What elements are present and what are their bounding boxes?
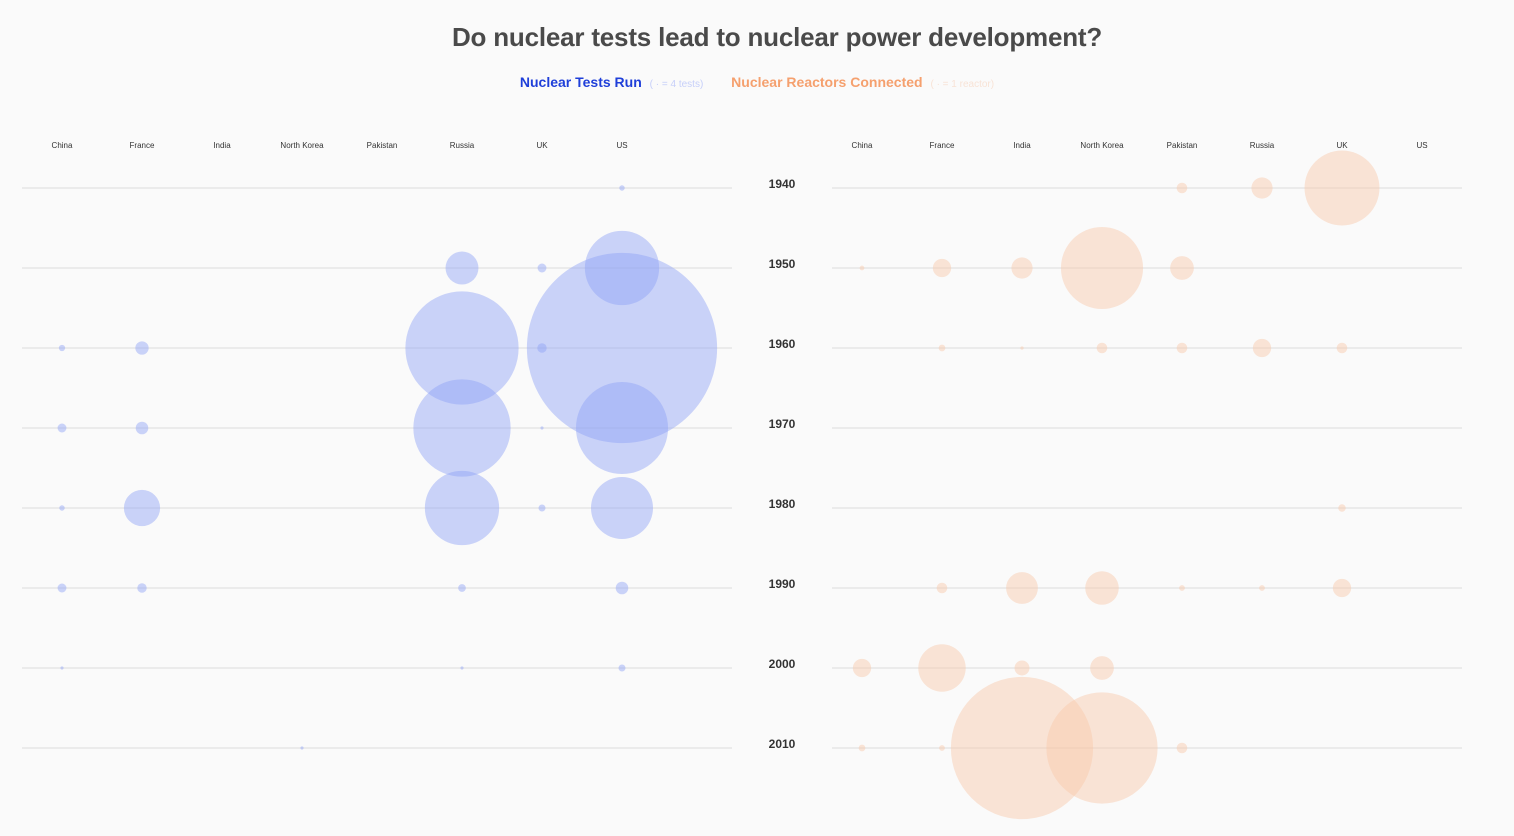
tests-bubble[interactable] [300,746,304,750]
year-label: 2010 [769,737,796,751]
tests-bubble[interactable] [135,341,149,355]
reactors-bubble[interactable] [858,744,866,752]
legend-tests-note: ( · = 4 tests) [649,79,704,90]
tests-bubble[interactable] [537,343,547,353]
tests-bubble[interactable] [57,583,67,593]
tests-column-label: US [616,141,627,150]
tests-bubble[interactable] [540,426,544,430]
tests-bubble[interactable] [460,666,464,670]
tests-bubble[interactable] [537,263,547,273]
reactors-bubble[interactable] [1338,504,1346,512]
year-label: 1960 [769,337,796,351]
chart-title: Do nuclear tests lead to nuclear power d… [451,22,1103,52]
reactors-panel: China France India North Korea Pakistan Russi… [832,141,1462,820]
year-label: 1970 [769,417,796,431]
tests-bubble[interactable] [458,584,466,592]
reactors-bubble[interactable] [936,582,948,594]
tests-bubble[interactable] [123,489,161,527]
reactors-bubble[interactable] [950,676,1094,820]
tests-bubble[interactable] [135,421,149,435]
reactors-bubble[interactable] [1176,742,1188,754]
tests-bubble[interactable] [575,381,669,475]
reactors-bubble[interactable] [1011,257,1033,279]
reactors-bubble[interactable] [918,644,966,692]
reactors-bubble[interactable] [1179,585,1185,591]
reactors-bubble[interactable] [1020,346,1024,350]
tests-bubble[interactable] [137,583,147,593]
reactors-bubble[interactable] [932,258,952,278]
reactors-column-label: North Korea [1080,141,1124,150]
year-label: 1980 [769,497,796,511]
reactors-bubble[interactable] [1060,226,1144,310]
reactors-bubble[interactable] [859,265,865,271]
reactors-bubble[interactable] [1006,572,1038,604]
tests-bubble[interactable] [424,470,500,546]
reactors-column-label: US [1416,141,1427,150]
tests-bubble[interactable] [57,423,67,433]
reactors-bubble[interactable] [1176,182,1188,194]
tests-column-label: Pakistan [367,141,398,150]
reactors-bubble[interactable] [1252,338,1272,358]
tests-bubble[interactable] [59,505,65,511]
reactors-bubble[interactable] [1046,692,1158,804]
tests-bubble[interactable] [60,666,64,670]
tests-bubble[interactable] [615,581,629,595]
reactors-bubble[interactable] [1251,177,1273,199]
reactors-bubble[interactable] [1332,578,1352,598]
tests-bubble[interactable] [590,476,654,540]
reactors-bubble[interactable] [1014,660,1030,676]
tests-bubble[interactable] [413,379,511,477]
legend-reactors[interactable]: Nuclear Reactors Connected ( · = 1 react… [731,74,994,90]
tests-bubble[interactable] [445,251,479,285]
reactors-column-label: India [1013,141,1031,150]
reactors-bubble[interactable] [1090,656,1114,680]
tests-column-label: India [213,141,231,150]
legend-reactors-label: Nuclear Reactors Connected [731,74,923,90]
tests-bubble[interactable] [619,185,625,191]
tests-panel: China France India North Korea Pakistan Russi… [22,141,732,750]
tests-bubble[interactable] [405,291,519,405]
reactors-bubble[interactable] [1259,585,1265,591]
tests-column-label: China [52,141,73,150]
tests-column-label: France [130,141,155,150]
tests-column-label: Russia [450,141,475,150]
reactors-bubble[interactable] [1176,342,1188,354]
year-label: 1940 [769,177,796,191]
reactors-bubble[interactable] [938,344,946,352]
reactors-bubble[interactable] [1170,256,1194,280]
reactors-bubble[interactable] [939,745,945,751]
year-label: 2000 [769,657,796,671]
reactors-column-label: France [930,141,955,150]
tests-bubble[interactable] [584,230,660,306]
reactors-bubble[interactable] [1304,150,1380,226]
tests-bubble[interactable] [618,664,626,672]
legend-reactors-note: ( · = 1 reactor) [930,79,995,90]
reactors-column-label: UK [1336,141,1348,150]
year-label: 1950 [769,257,796,271]
legend-tests[interactable]: Nuclear Tests Run ( · = 4 tests) [520,74,703,90]
reactors-column-label: Pakistan [1167,141,1198,150]
legend: Nuclear Tests Run ( · = 4 tests) Nuclear… [0,74,1514,90]
reactors-column-label: China [852,141,873,150]
tests-bubble[interactable] [58,344,66,352]
tests-bubble[interactable] [526,252,718,444]
reactors-bubble[interactable] [1085,571,1119,605]
tests-bubble[interactable] [538,504,546,512]
year-label: 1990 [769,577,796,591]
reactors-column-label: Russia [1250,141,1275,150]
reactors-bubble[interactable] [1336,342,1348,354]
reactors-bubble[interactable] [1096,342,1108,354]
legend-tests-label: Nuclear Tests Run [519,74,642,90]
reactors-bubble[interactable] [852,658,872,678]
tests-column-label: UK [536,141,548,150]
tests-column-label: North Korea [280,141,324,150]
